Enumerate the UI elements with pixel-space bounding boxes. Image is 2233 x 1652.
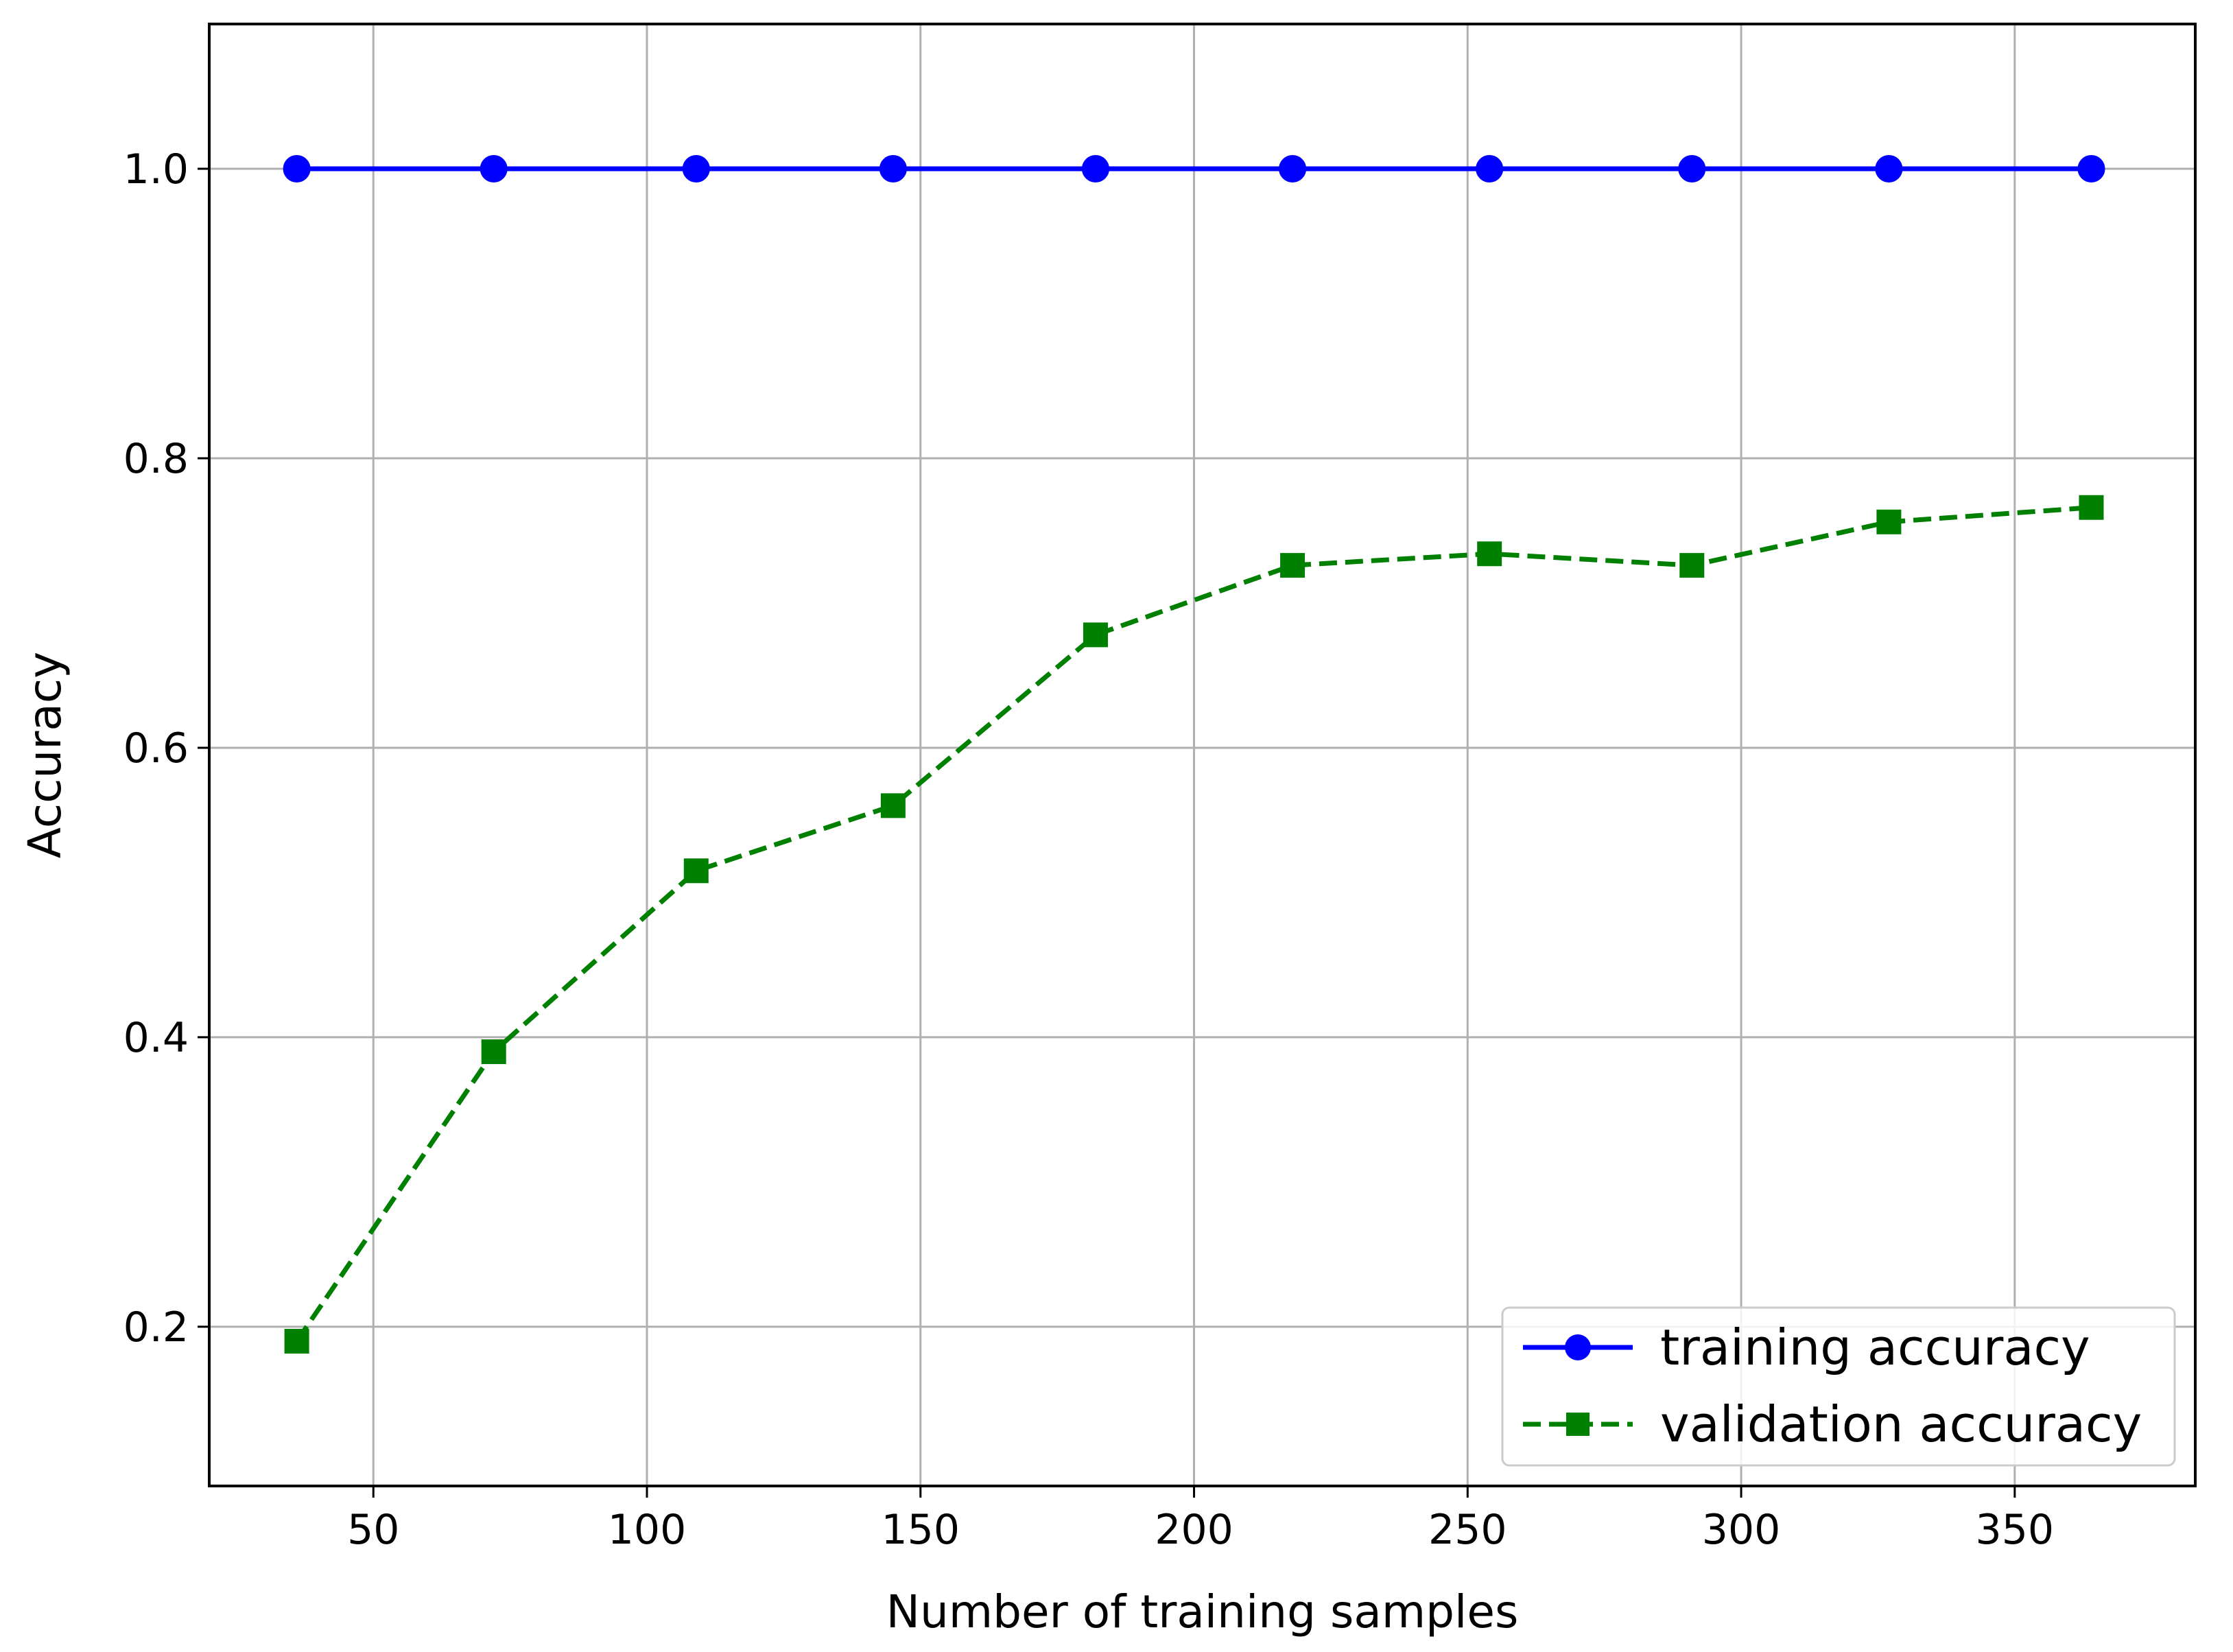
data-point xyxy=(879,154,907,182)
y-tick-label: 0.8 xyxy=(123,435,189,483)
legend-box xyxy=(1501,1306,2176,1467)
data-point xyxy=(683,858,709,884)
data-point xyxy=(1678,154,1706,182)
data-point xyxy=(1875,154,1903,182)
plot-frame xyxy=(208,23,2197,1487)
axis-ticks: 50 100 150 200 250 300 350 0.2 0.4 0.6 0.8 1.0 xyxy=(123,145,2055,1554)
data-point xyxy=(283,154,311,182)
legend-marker xyxy=(1566,1413,1590,1436)
data-point xyxy=(1876,509,1902,534)
data-point xyxy=(2079,495,2104,520)
data-point xyxy=(1279,154,1307,182)
data-point xyxy=(481,1039,506,1065)
data-point xyxy=(1477,541,1502,567)
x-tick-label: 50 xyxy=(347,1506,399,1554)
data-point xyxy=(1476,154,1504,182)
x-tick-label: 200 xyxy=(1155,1506,1233,1554)
legend-label: validation accuracy xyxy=(1660,1395,2142,1453)
legend-label: training accuracy xyxy=(1660,1319,2090,1376)
y-tick-label: 1.0 xyxy=(123,145,189,193)
data-point xyxy=(1083,622,1108,648)
x-tick-label: 250 xyxy=(1428,1506,1507,1554)
data-point xyxy=(2077,154,2105,182)
legend: training accuracy validation accuracy xyxy=(1501,1306,2176,1467)
grid-lines xyxy=(209,24,2195,1486)
y-tick-label: 0.4 xyxy=(123,1014,189,1062)
y-axis-label: Accuracy xyxy=(19,652,71,858)
data-point xyxy=(1280,553,1305,578)
x-tick-label: 150 xyxy=(882,1506,960,1554)
x-tick-label: 100 xyxy=(608,1506,687,1554)
x-tick-label: 300 xyxy=(1702,1506,1781,1554)
data-point xyxy=(1679,553,1705,578)
y-tick-label: 0.6 xyxy=(123,724,189,772)
data-point xyxy=(880,793,906,818)
y-tick-label: 0.2 xyxy=(123,1303,189,1352)
data-point xyxy=(284,1329,309,1354)
x-axis-label: Number of training samples xyxy=(886,1585,1519,1638)
data-point xyxy=(480,154,508,182)
legend-marker xyxy=(1565,1334,1591,1360)
data-point xyxy=(1081,154,1109,182)
plot-series xyxy=(283,154,2105,1354)
x-tick-label: 350 xyxy=(1976,1506,2055,1554)
legend-items: training accuracy validation accuracy xyxy=(1523,1319,2142,1453)
data-point xyxy=(682,154,710,182)
series-line xyxy=(294,505,2092,1343)
